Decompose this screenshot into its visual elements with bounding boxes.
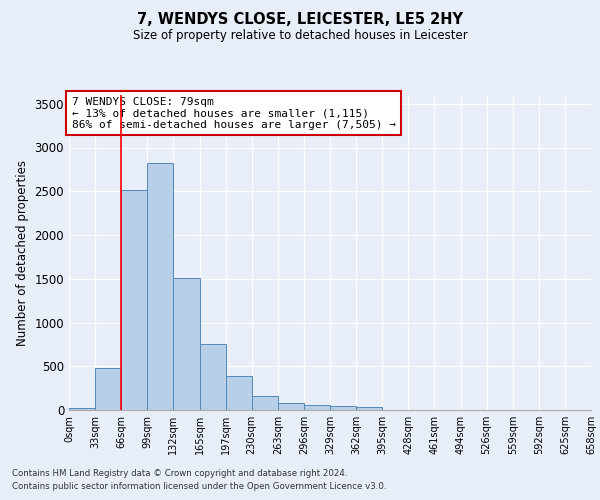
Bar (121, 190, 148, 410)
Bar (252, 396, 278, 410)
Bar (304, 405, 330, 410)
Text: 7 WENDYS CLOSE: 79sqm
← 13% of detached houses are smaller (1,115)
86% of semi-d: 7 WENDYS CLOSE: 79sqm ← 13% of detached … (71, 96, 395, 130)
Bar (226, 376, 252, 410)
Bar (278, 404, 304, 410)
Y-axis label: Number of detached properties: Number of detached properties (16, 160, 29, 346)
Bar (330, 406, 356, 410)
Bar (148, 163, 173, 410)
Text: Contains HM Land Registry data © Crown copyright and database right 2024.: Contains HM Land Registry data © Crown c… (12, 468, 347, 477)
Text: 7, WENDYS CLOSE, LEICESTER, LE5 2HY: 7, WENDYS CLOSE, LEICESTER, LE5 2HY (137, 12, 463, 28)
Bar (95, 368, 121, 410)
Bar (199, 344, 226, 410)
Bar (356, 408, 382, 410)
Bar (69, 408, 95, 410)
Bar (173, 278, 199, 410)
Text: Size of property relative to detached houses in Leicester: Size of property relative to detached ho… (133, 29, 467, 42)
Text: Contains public sector information licensed under the Open Government Licence v3: Contains public sector information licen… (12, 482, 386, 491)
